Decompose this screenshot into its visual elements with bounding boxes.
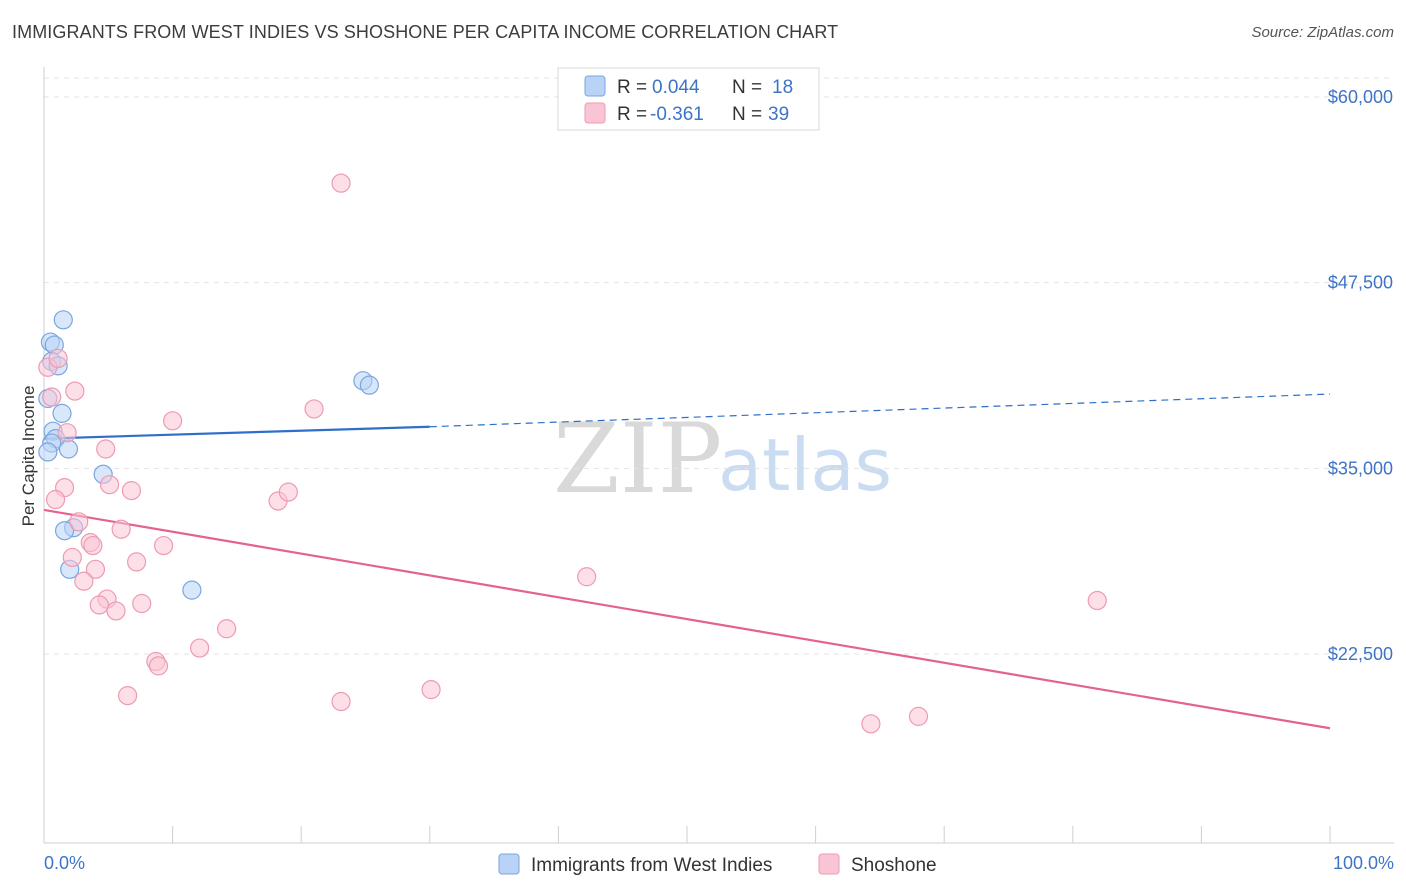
- data-point: [117, 685, 138, 706]
- data-point: [577, 567, 597, 587]
- data-point: [58, 439, 79, 459]
- legend-swatch-shoshone: [584, 102, 606, 124]
- chart-title: IMMIGRANTS FROM WEST INDIES VS SHOSHONE …: [12, 22, 839, 42]
- data-point: [126, 552, 147, 572]
- y-tick-label: $60,000: [1328, 87, 1393, 107]
- correlation-legend: R = 0.044 N = 18 R = -0.361 N = 39: [557, 67, 820, 131]
- data-point: [111, 519, 131, 539]
- data-point: [42, 387, 62, 407]
- data-point: [74, 571, 94, 591]
- data-point: [132, 593, 152, 614]
- data-points: [38, 173, 1107, 734]
- legend-n-label: N =: [732, 77, 762, 98]
- data-point: [121, 481, 142, 501]
- watermark-zip: ZIP: [553, 403, 722, 515]
- data-point: [85, 559, 106, 579]
- trend-line-solid: [43, 425, 430, 440]
- source-credit: Source: ZipAtlas.com: [1251, 24, 1394, 41]
- y-axis-label: Per Capita Income: [19, 386, 38, 527]
- legend-r-label: R =: [617, 77, 647, 98]
- legend-n-value: 39: [768, 104, 789, 125]
- data-point: [48, 348, 68, 369]
- data-point: [69, 512, 89, 532]
- series-legend-label-west-indies: Immigrants from West Indies: [531, 855, 772, 876]
- series-legend-swatch-west-indies: [498, 853, 520, 875]
- data-point: [908, 706, 929, 726]
- series-legend-swatch-shoshone: [818, 853, 840, 875]
- data-point: [278, 482, 298, 502]
- data-point: [96, 439, 116, 459]
- data-point: [62, 547, 82, 568]
- data-point: [99, 475, 120, 495]
- legend-r-label: R =: [617, 104, 647, 125]
- data-point: [52, 403, 72, 423]
- data-point: [54, 521, 75, 541]
- data-point: [182, 580, 202, 600]
- data-point: [331, 173, 351, 193]
- data-point: [106, 601, 126, 621]
- data-point: [861, 714, 881, 734]
- series-legend-label-shoshone: Shoshone: [851, 855, 937, 876]
- data-point: [83, 535, 103, 556]
- legend-n-label: N =: [732, 104, 762, 125]
- data-point: [217, 619, 237, 639]
- data-point: [421, 680, 441, 700]
- data-point: [65, 381, 85, 401]
- data-point: [57, 423, 77, 443]
- watermark-atlas: atlas: [718, 423, 892, 507]
- data-point: [38, 442, 58, 462]
- data-point: [153, 535, 174, 556]
- data-point: [163, 411, 183, 431]
- trend-lines: [43, 393, 1331, 730]
- series-legend: Immigrants from West Indies Shoshone: [498, 853, 937, 876]
- x-tick-label-min: 0.0%: [44, 853, 85, 873]
- y-tick-label: $35,000: [1328, 458, 1393, 478]
- data-point: [190, 638, 210, 658]
- x-tick-label-max: 100.0%: [1333, 853, 1394, 873]
- trend-line-dashed: [429, 393, 1331, 428]
- y-tick-labels: $22,500 $35,000 $47,500 $60,000: [1328, 87, 1393, 664]
- y-tick-label: $47,500: [1328, 273, 1393, 293]
- data-point: [45, 489, 66, 510]
- y-tick-label: $22,500: [1328, 644, 1393, 664]
- legend-r-value: -0.361: [650, 104, 704, 125]
- data-point: [53, 310, 73, 330]
- data-point: [1087, 590, 1107, 611]
- data-point: [148, 656, 169, 676]
- data-point: [304, 399, 324, 419]
- data-point: [331, 691, 351, 712]
- legend-swatch-west-indies: [584, 75, 606, 97]
- data-point: [359, 375, 379, 395]
- data-point: [89, 595, 109, 615]
- trend-line-solid: [43, 508, 1331, 730]
- legend-n-value: 18: [772, 77, 793, 98]
- legend-r-value: 0.044: [652, 77, 700, 98]
- gridlines: [44, 77, 1394, 655]
